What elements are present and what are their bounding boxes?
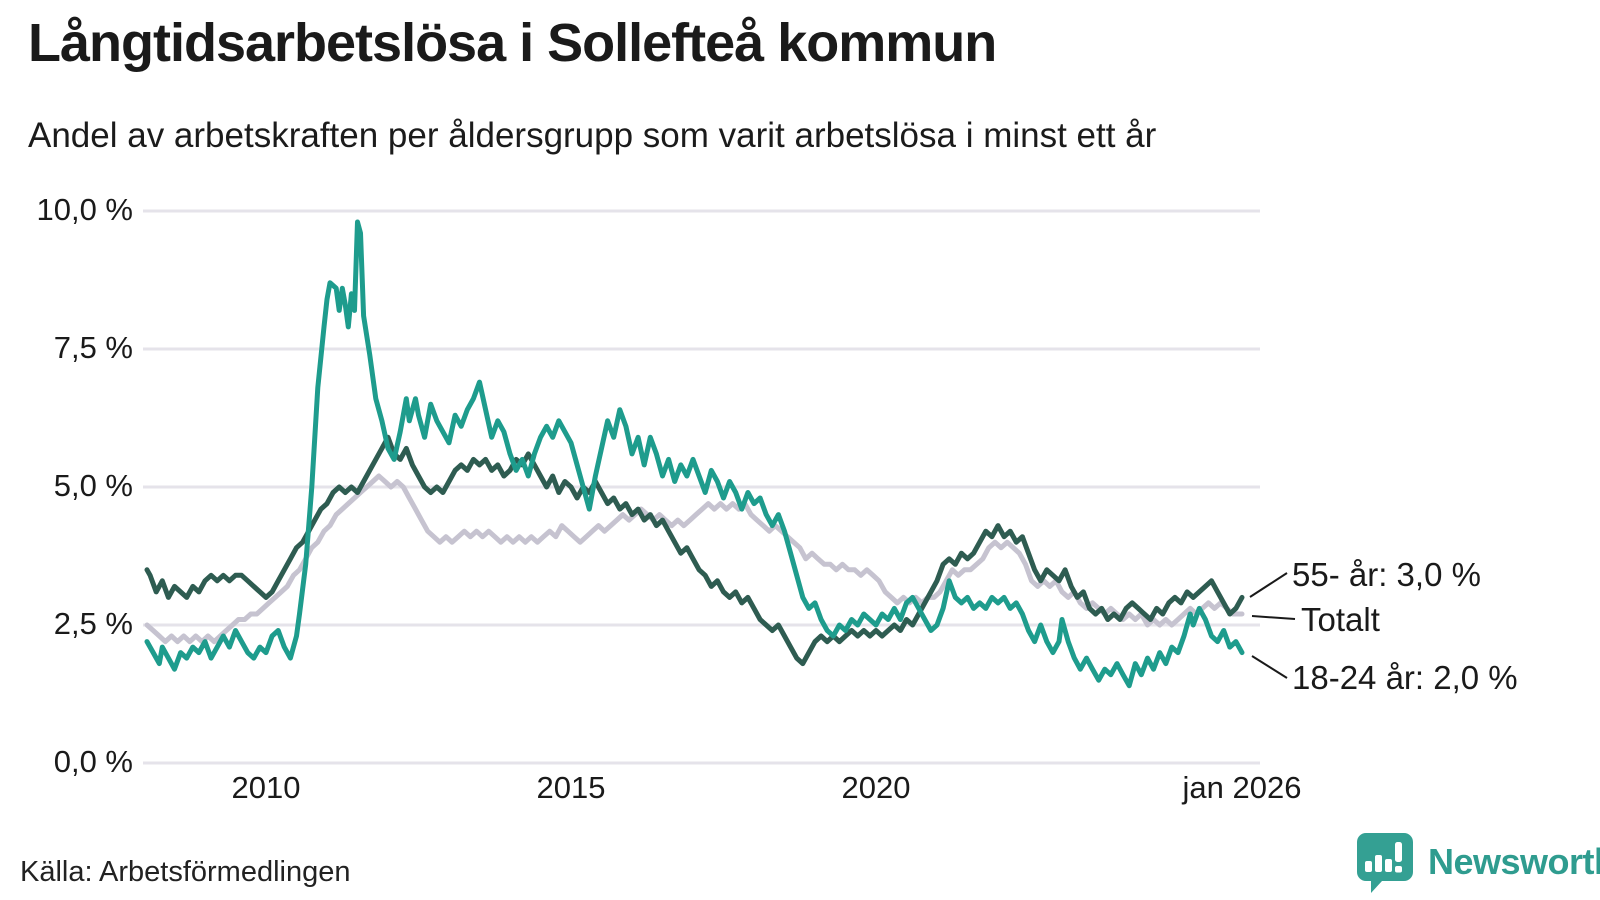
- newsworthy-logo-icon: [1357, 833, 1413, 893]
- newsworthy-logo-text: Newsworthy: [1428, 841, 1600, 882]
- source-note: Källa: Arbetsförmedlingen: [20, 856, 351, 888]
- y-tick-label: 7,5 %: [53, 330, 133, 365]
- chart-canvas: [143, 209, 1296, 765]
- series-end-label: Totalt: [1301, 601, 1380, 638]
- y-tick-label: 5,0 %: [53, 468, 133, 503]
- newsworthy-logo: Newsworthy: [1352, 830, 1600, 894]
- end-label-connector: [1249, 572, 1288, 598]
- series-line-totalt: [144, 473, 1245, 645]
- y-tick-label: 2,5 %: [53, 606, 133, 641]
- x-tick-label: 2010: [231, 770, 301, 805]
- line-chart-area: 10,0 % 7,5 % 5,0 % 2,5 % 0,0 % 2010 2015 2020 ja…: [36, 192, 1518, 805]
- y-tick-label: 0,0 %: [53, 744, 133, 779]
- chart-title: Långtidsarbetslösa i Sollefteå kommun: [28, 13, 997, 73]
- chart-subtitle: Andel av arbetskraften per åldersgrupp s…: [28, 116, 1157, 155]
- series-line-55-r: [144, 434, 1245, 667]
- x-tick-label: jan 2026: [1182, 770, 1302, 805]
- x-tick-label: 2015: [536, 770, 606, 805]
- x-tick-label: 2020: [841, 770, 911, 805]
- series-line-18-24-r: [144, 219, 1245, 689]
- end-label-connector: [1251, 615, 1296, 620]
- y-tick-label: 10,0 %: [36, 192, 133, 227]
- end-label-connector: [1251, 655, 1288, 679]
- series-end-label: 55- år: 3,0 %: [1292, 556, 1481, 593]
- series-end-label: 18-24 år: 2,0 %: [1292, 659, 1518, 696]
